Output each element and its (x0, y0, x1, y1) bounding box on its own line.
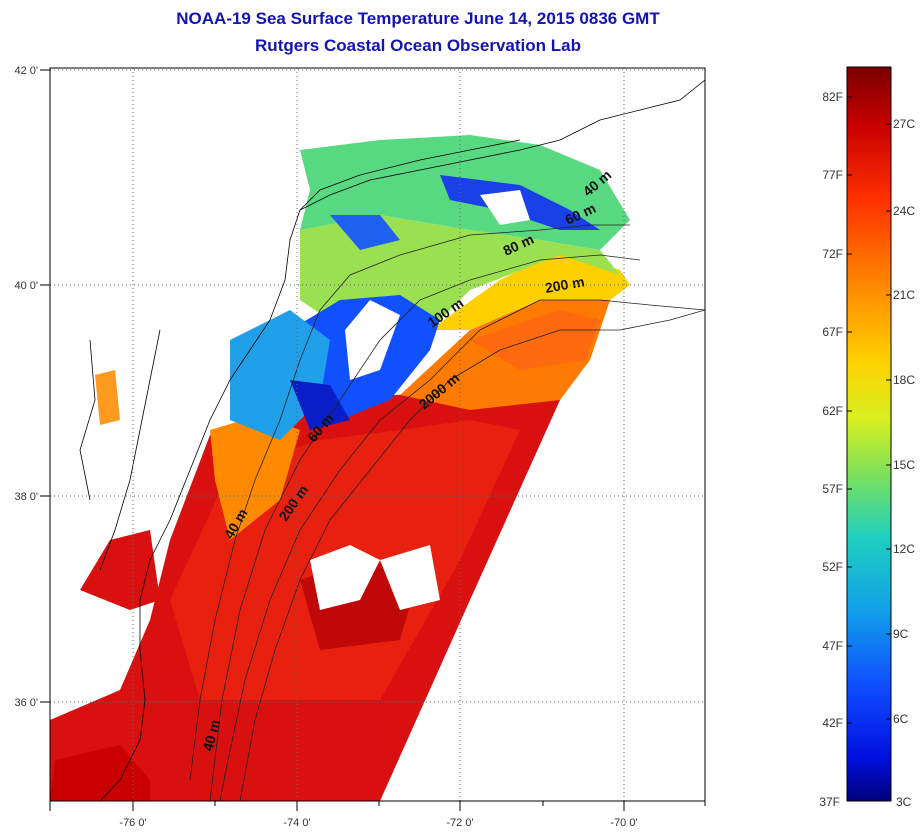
contour-label: 200 m (544, 273, 586, 296)
cbar-f-label: 52F (822, 560, 843, 574)
cbar-f-label: 37F (819, 795, 840, 809)
lat-labels: 42 0' 40 0' 38 0' 36 0' (14, 65, 38, 709)
cbar-c-label: 24C (893, 204, 915, 218)
cbar-c-label: 6C (893, 712, 909, 726)
sst-layer (50, 135, 630, 801)
cbar-f-label: 47F (822, 639, 843, 653)
cbar-c-label: 3C (896, 795, 912, 809)
cbar-c-label: 27C (893, 117, 915, 131)
cbar-f-label: 77F (822, 168, 843, 182)
axis-ticks (40, 69, 706, 811)
lat-label: 36 0' (14, 697, 38, 709)
contour-label: 40 m (199, 718, 223, 753)
lon-label: -76 0' (119, 817, 146, 829)
colorbar-c-labels: 27C 24C 21C 18C 15C 12C 9C 6C 3C (893, 117, 915, 809)
lon-label: -74 0' (283, 817, 310, 829)
cbar-f-label: 62F (822, 404, 843, 418)
lon-label: -72 0' (446, 817, 473, 829)
cbar-c-label: 9C (893, 627, 909, 641)
cbar-c-label: 12C (893, 542, 915, 556)
coastline (79, 79, 705, 801)
colorbar-ticks (847, 96, 891, 724)
lat-label: 42 0' (14, 65, 38, 77)
map-frame (49, 67, 706, 802)
lon-labels: -76 0' -74 0' -72 0' -70 0' (119, 817, 637, 829)
cbar-f-label: 67F (822, 325, 843, 339)
cbar-f-label: 82F (822, 90, 843, 104)
lat-label: 40 0' (14, 280, 38, 292)
lat-label: 38 0' (14, 491, 38, 503)
cbar-c-label: 21C (893, 288, 915, 302)
bathymetry-contours (189, 224, 705, 801)
cbar-c-label: 15C (893, 458, 915, 472)
map-title-line1: NOAA-19 Sea Surface Temperature June 14,… (176, 9, 660, 28)
yellow-shelf-water (430, 250, 630, 330)
cbar-f-label: 42F (822, 716, 843, 730)
colorbar-f-labels: 82F 77F 72F 67F 62F 57F 52F 47F 42F 37F (819, 90, 843, 809)
cbar-c-label: 18C (893, 373, 915, 387)
colorbar (846, 66, 892, 802)
lon-label: -70 0' (610, 817, 637, 829)
map-title-line2: Rutgers Coastal Ocean Observation Lab (255, 36, 581, 55)
cbar-f-label: 72F (822, 247, 843, 261)
cbar-f-label: 57F (822, 482, 843, 496)
